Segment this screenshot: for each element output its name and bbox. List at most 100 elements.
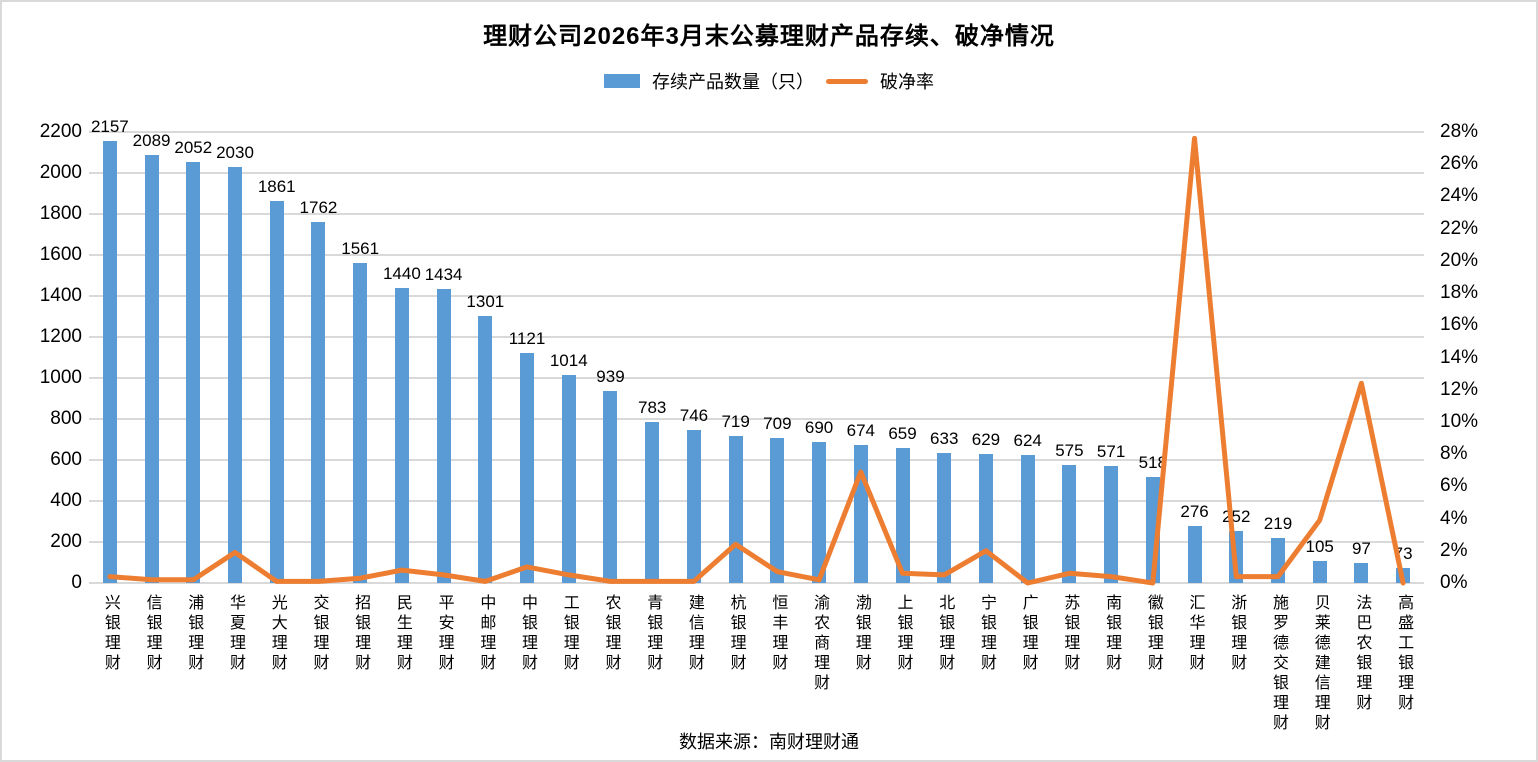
bar — [645, 422, 660, 583]
bar — [686, 430, 701, 583]
bar-value-label: 1440 — [382, 263, 421, 283]
percent-axis-tick-label: 22% — [1440, 217, 1479, 239]
y-axis-tick-label: 1600 — [39, 244, 82, 265]
bar — [1145, 476, 1160, 583]
x-axis-category-label: 兴银理财 — [101, 594, 119, 674]
y-axis-tick-label: 2200 — [39, 121, 82, 142]
y-axis-tick-label: 0 — [71, 572, 82, 593]
percent-axis-tick-label: 8% — [1440, 443, 1468, 465]
percent-axis-tick-label: 4% — [1440, 507, 1468, 529]
bar-value-label: 2157 — [90, 116, 129, 136]
bar — [1229, 531, 1244, 583]
bar-value-label: 1762 — [299, 197, 338, 217]
x-axis-category-label: 北银理财 — [936, 594, 954, 674]
gridline — [89, 336, 1424, 338]
bar-value-label: 633 — [930, 429, 959, 449]
bar-value-label: 1014 — [549, 351, 588, 371]
y-axis-tick-label: 1400 — [39, 285, 82, 306]
bar — [478, 316, 493, 583]
bar — [1020, 455, 1035, 583]
bar — [770, 437, 785, 583]
bar — [895, 447, 910, 583]
bar-value-label: 575 — [1055, 441, 1084, 461]
bar-value-label: 939 — [596, 366, 625, 386]
legend-bar-swatch — [604, 74, 640, 88]
bar — [228, 166, 243, 583]
y-axis-tick-label: 400 — [50, 490, 82, 511]
bar-value-label: 674 — [846, 420, 875, 440]
bar-value-label: 97 — [1351, 539, 1371, 559]
percent-axis-tick-label: 26% — [1440, 153, 1479, 175]
y-axis-tick-label: 1200 — [39, 326, 82, 347]
x-axis-category-label: 建信理财 — [685, 594, 703, 674]
bar — [269, 201, 284, 583]
bar — [436, 289, 451, 583]
bar-value-label: 659 — [888, 423, 917, 443]
gridline — [89, 131, 1424, 133]
y-axis-tick-label: 1800 — [39, 203, 82, 224]
bar-value-label: 746 — [679, 406, 709, 426]
x-axis-category-label: 渝农商理财 — [811, 594, 829, 694]
bar — [978, 454, 993, 583]
gridline — [89, 213, 1424, 215]
x-axis-category-label: 浙银理财 — [1228, 594, 1246, 674]
percent-axis-tick-label: 2% — [1440, 539, 1468, 561]
percent-axis-tick-label: 18% — [1440, 282, 1479, 304]
bar — [102, 140, 117, 583]
percent-axis-tick-label: 14% — [1440, 346, 1479, 368]
bar — [1312, 561, 1327, 583]
x-axis-category-label: 贝莱德建信理财 — [1311, 594, 1329, 734]
bar-value-label: 690 — [804, 417, 834, 437]
percent-axis-tick-label: 16% — [1440, 314, 1479, 336]
x-axis-category-label: 华夏理财 — [227, 594, 245, 674]
percent-axis-tick-label: 6% — [1440, 475, 1468, 497]
x-axis-category-label: 民生理财 — [393, 594, 411, 674]
bar-value-label: 719 — [721, 411, 750, 431]
bar-value-label: 2052 — [174, 138, 213, 158]
x-axis-category-label: 青银理财 — [644, 594, 662, 674]
bar — [603, 390, 618, 583]
chart-title: 理财公司2026年3月末公募理财产品存续、破净情况 — [483, 23, 1055, 50]
gridline — [89, 377, 1424, 379]
bar-value-label: 1121 — [508, 329, 546, 349]
gridline — [89, 582, 1424, 584]
legend: 存续产品数量（只） 破净率 — [2, 68, 1536, 94]
x-axis-category-label: 平安理财 — [435, 594, 453, 674]
x-axis-category-label: 工银理财 — [560, 594, 578, 674]
legend-line-label: 破净率 — [880, 72, 934, 92]
bar-value-label: 518 — [1138, 452, 1168, 472]
percent-axis-tick-label: 12% — [1440, 378, 1479, 400]
y-axis-tick-label: 600 — [50, 449, 82, 470]
gridline — [89, 295, 1424, 297]
y-axis-tick-label: 800 — [50, 408, 82, 429]
x-axis-category-label: 渤银理财 — [852, 594, 870, 674]
bar — [853, 444, 868, 583]
bar-value-label: 2030 — [216, 142, 254, 162]
bar — [1062, 465, 1077, 583]
bar — [1354, 563, 1369, 583]
bar-value-label: 2089 — [132, 130, 171, 150]
percent-axis-tick-label: 24% — [1440, 185, 1479, 207]
bar-value-label: 1434 — [424, 265, 463, 285]
percent-axis-tick-label: 20% — [1440, 249, 1479, 271]
x-axis-category-label: 中邮理财 — [477, 594, 495, 674]
gridline — [89, 500, 1424, 502]
bar-value-label: 629 — [971, 430, 1001, 450]
gridline — [89, 541, 1424, 543]
percent-axis-tick-label: 0% — [1440, 572, 1468, 593]
data-source-caption: 数据来源：南财理财通 — [679, 732, 859, 752]
bar-value-label: 624 — [1013, 431, 1042, 451]
bar — [1187, 526, 1202, 583]
x-axis-category-label: 高盛工银理财 — [1395, 594, 1413, 714]
bar — [1396, 568, 1411, 583]
x-axis-category-label: 交银理财 — [310, 594, 328, 674]
bar — [520, 353, 535, 583]
percent-axis-tick-label: 28% — [1440, 121, 1479, 142]
gridline — [89, 172, 1424, 174]
gridline — [89, 254, 1424, 256]
x-axis-category-label: 招银理财 — [352, 594, 370, 674]
x-axis-category-label: 广银理财 — [1019, 594, 1037, 674]
x-axis-category-label: 南银理财 — [1103, 594, 1121, 674]
y-axis-tick-label: 200 — [50, 531, 82, 552]
